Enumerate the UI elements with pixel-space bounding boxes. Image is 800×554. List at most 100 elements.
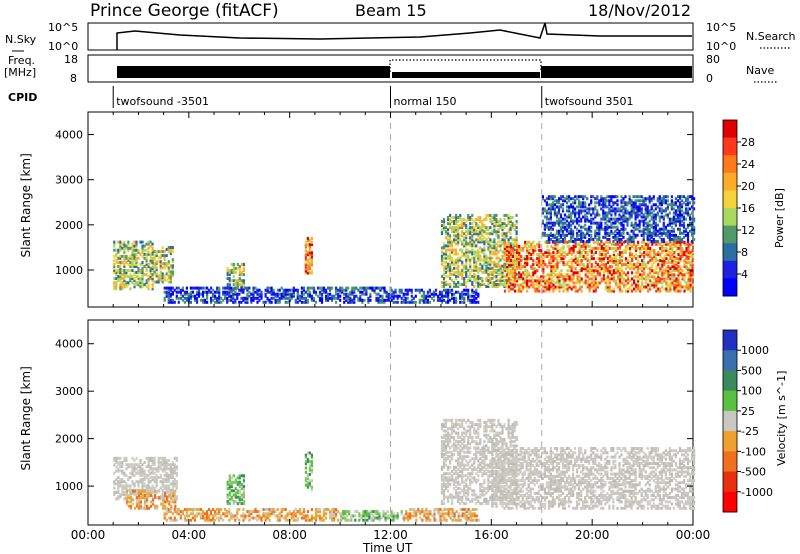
heatmap-cell [501,274,504,278]
heatmap-cell [656,211,659,215]
heatmap-cell [612,209,615,213]
heatmap-cell [542,257,545,261]
heatmap-cell [444,256,448,260]
heatmap-cell [353,298,356,302]
heatmap-cell [508,279,511,283]
heatmap-cell [562,263,565,267]
heatmap-cell [123,256,126,260]
heatmap-cell [534,279,537,283]
heatmap-cell [260,294,263,298]
heatmap-cell [308,464,311,468]
heatmap-cell [226,277,229,281]
heatmap-cell [556,285,559,289]
heatmap-cell [612,242,615,246]
heatmap-cell [191,286,195,290]
heatmap-cell [432,298,436,302]
heatmap-cell [689,265,692,269]
heatmap-cell [171,480,174,484]
heatmap-cell [151,246,154,250]
heatmap-cell [570,277,573,281]
heatmap-cell [532,283,535,287]
heatmap-cell [147,275,150,279]
heatmap-cell [495,220,498,223]
heatmap-cell [312,298,316,302]
heatmap-cell [564,287,567,291]
heatmap-cell [167,288,170,292]
heatmap-cell [532,240,535,244]
heatmap-cell [483,252,486,256]
heatmap-cell [487,278,490,282]
heatmap-cell [179,292,182,296]
heatmap-cell [558,281,561,285]
heatmap-cell [125,254,128,258]
heatmap-cell [151,275,154,279]
heatmap-cell [163,480,166,484]
heatmap-cell [568,283,571,287]
heatmap-cell [559,215,563,219]
heatmap-cell [238,476,241,480]
heatmap-cell [672,211,675,215]
heatmap-cell [262,300,265,304]
heatmap-cell [592,217,595,221]
heatmap-cell [137,491,141,495]
heatmap-cell [636,209,639,213]
heatmap-cell [652,227,655,231]
heatmap-cell [276,294,279,298]
heatmap-cell [675,257,678,261]
heatmap-cell [171,512,174,516]
heatmap-cell [612,269,615,273]
heatmap-cell [616,239,619,243]
heatmap-cell [572,219,575,223]
heatmap-cell [153,270,156,274]
heatmap-cell [559,203,563,207]
heatmap-cell [475,224,478,228]
heatmap-cell [175,486,178,490]
heatmap-cell [509,281,512,284]
heatmap-cell [669,285,672,289]
heatmap-cell [655,271,658,275]
heatmap-cell [151,269,154,272]
heatmap-cell [426,292,429,296]
heatmap-cell [449,224,452,228]
heatmap-cell [442,218,446,221]
heatmap-cell [444,283,448,286]
heatmap-cell [234,286,237,290]
heatmap-cell [282,294,285,298]
heatmap-cell [141,262,144,266]
heatmap-cell [594,269,597,273]
heatmap-cell [584,273,587,277]
heatmap-cell [538,283,541,287]
heatmap-cell [691,275,694,279]
heatmap-cell [459,226,462,230]
heatmap-cell [449,252,452,256]
heatmap-cell [554,253,557,256]
heatmap-cell [552,246,555,250]
heatmap-cell [584,227,587,231]
heatmap-cell [570,235,573,239]
heatmap-cell [661,246,664,250]
heatmap-cell [616,227,619,231]
heatmap-cell [522,285,525,289]
heatmap-cell [392,292,395,296]
heatmap-cell [670,221,673,225]
heatmap-cell [563,217,567,221]
heatmap-cell [612,207,615,211]
heatmap-cell [645,275,648,279]
heatmap-cell [667,242,670,246]
heatmap-cell [676,213,680,217]
heatmap-cell [506,253,509,256]
heatmap-cell [602,205,605,209]
heatmap-cell [540,251,543,254]
heatmap-cell [242,489,245,493]
heatmap-cell [310,453,313,457]
heatmap-cell [590,219,593,223]
heatmap-cell [630,207,633,211]
heatmap-cell [278,288,281,292]
heatmap-cell [561,207,565,211]
heatmap-cell [614,211,617,215]
heatmap-cell [576,261,579,265]
heatmap-cell [171,246,174,249]
heatmap-cell [572,209,575,213]
heatmap-cell [679,248,682,252]
heatmap-cell [242,273,245,277]
